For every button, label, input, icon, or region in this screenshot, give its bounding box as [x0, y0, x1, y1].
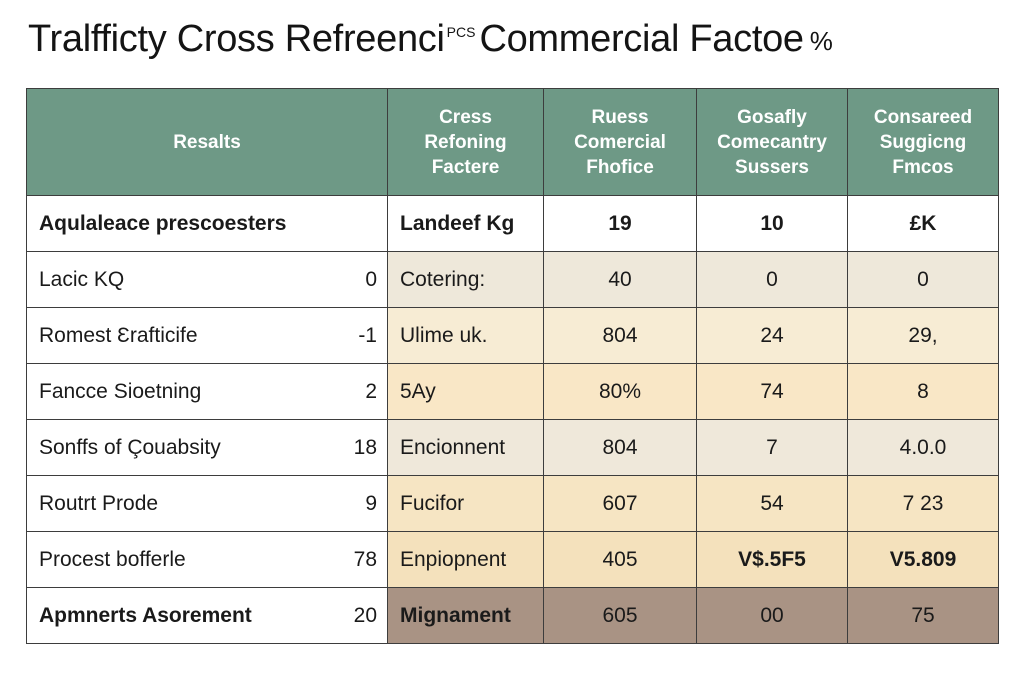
row-label-cell: Sonffs of Çouabsity 18: [26, 419, 388, 476]
title-superscript: PCS: [446, 24, 476, 40]
cross-reference-table: Resalts Cress Refoning Factere Ruess Com…: [26, 88, 999, 644]
header-line: Suggicng: [879, 131, 967, 153]
row-number: 2: [365, 379, 377, 403]
cell-comecantry: 54: [696, 475, 848, 532]
header-line: Gosafly: [737, 106, 807, 128]
cell-comecantry: 74: [696, 363, 848, 420]
cell-consareed: 8: [847, 363, 999, 420]
table-row: Apmnerts Asorement 20 Mignament 605 00 7…: [26, 587, 999, 644]
header-row: Resalts Cress Refoning Factere Ruess Com…: [26, 88, 999, 196]
cell-commercial: 40: [543, 251, 697, 308]
cell-cross: Mignament: [387, 587, 544, 644]
table-row: Romest Ɛrafticife -1 Ulime uk. 804 24 29…: [26, 307, 999, 364]
header-line: Consareed: [873, 106, 973, 128]
row-number: 0: [365, 267, 377, 291]
cell-consareed: 0: [847, 251, 999, 308]
row-label: Aqulaleace prescoesters: [39, 211, 287, 235]
cell-comecantry: 0: [696, 251, 848, 308]
row-label: Routrt Prode: [39, 491, 159, 515]
header-results: Resalts: [26, 88, 388, 196]
cell-consareed: 75: [847, 587, 999, 644]
row-number: 18: [353, 435, 377, 459]
table-row: Fancce Sioetning 2 5Ay 80% 74 8: [26, 363, 999, 420]
row-label-cell: Romest Ɛrafticife -1: [26, 307, 388, 364]
row-number: -1: [358, 323, 377, 347]
header-line: Fhofice: [586, 156, 654, 178]
row-label: Fancce Sioetning: [39, 379, 202, 403]
row-number: 9: [365, 491, 377, 515]
header-line: Refoning: [424, 131, 507, 153]
cell-commercial: 80%: [543, 363, 697, 420]
row-label: Romest Ɛrafticife: [39, 323, 198, 347]
cell-commercial: 804: [543, 307, 697, 364]
cell-commercial: 804: [543, 419, 697, 476]
row-label: Lacic KQ: [39, 267, 125, 291]
cell-consareed: £K: [847, 195, 999, 252]
cell-commercial: 19: [543, 195, 697, 252]
cell-consareed: 7 23: [847, 475, 999, 532]
cell-comecantry: 10: [696, 195, 848, 252]
row-label-cell: Apmnerts Asorement 20: [26, 587, 388, 644]
cell-comecantry: 00: [696, 587, 848, 644]
cell-consareed: V5.809: [847, 531, 999, 588]
header-line: Comercial: [574, 131, 666, 153]
row-label-cell: Lacic KQ 0: [26, 251, 388, 308]
table-row: Lacic KQ 0 Cotering: 40 0 0: [26, 251, 999, 308]
cell-comecantry: 7: [696, 419, 848, 476]
row-number: 20: [353, 603, 377, 627]
title-tail: Commercial Factoe: [479, 18, 804, 60]
table-row: Procest bofferle 78 Enpiopnent 405 V$.5F…: [26, 531, 999, 588]
cell-commercial: 605: [543, 587, 697, 644]
cell-comecantry: 24: [696, 307, 848, 364]
page-title: Tralfficty Cross Refreenci PCS Commercia…: [28, 18, 833, 61]
cell-comecantry: V$.5F5: [696, 531, 848, 588]
cell-cross: Cotering:: [387, 251, 544, 308]
header-line: Fmcos: [892, 156, 954, 178]
header-line: Resalts: [173, 131, 241, 153]
header-line: Comecantry: [717, 131, 827, 153]
cell-cross: Landeef Kg: [387, 195, 544, 252]
header-commercial: Ruess Comercial Fhofice: [543, 88, 697, 196]
table-row: Aqulaleace prescoesters Landeef Kg 19 10…: [26, 195, 999, 252]
cell-consareed: 4.0.0: [847, 419, 999, 476]
table-row: Sonffs of Çouabsity 18 Encionnent 804 7 …: [26, 419, 999, 476]
row-label: Sonffs of Çouabsity: [39, 435, 221, 459]
cell-cross: Encionnent: [387, 419, 544, 476]
cell-cross: Ulime uk.: [387, 307, 544, 364]
row-label-cell: Aqulaleace prescoesters: [26, 195, 388, 252]
cell-commercial: 405: [543, 531, 697, 588]
header-line: Sussers: [735, 156, 809, 178]
header-consareed: Consareed Suggicng Fmcos: [847, 88, 999, 196]
row-label: Apmnerts Asorement: [39, 603, 252, 627]
row-number: 78: [353, 547, 377, 571]
header-comecantry: Gosafly Comecantry Sussers: [696, 88, 848, 196]
title-suffix: %: [809, 26, 833, 56]
row-label-cell: Procest bofferle 78: [26, 531, 388, 588]
cell-cross: 5Ay: [387, 363, 544, 420]
cell-cross: Enpiopnent: [387, 531, 544, 588]
header-cross-refoning: Cress Refoning Factere: [387, 88, 544, 196]
row-label-cell: Fancce Sioetning 2: [26, 363, 388, 420]
table-row: Routrt Prode 9 Fucifor 607 54 7 23: [26, 475, 999, 532]
header-line: Ruess: [591, 106, 649, 128]
header-line: Factere: [431, 156, 500, 178]
cell-commercial: 607: [543, 475, 697, 532]
cell-consareed: 29,: [847, 307, 999, 364]
cell-cross: Fucifor: [387, 475, 544, 532]
title-main: Tralfficty Cross Refreenci: [28, 18, 445, 60]
header-line: Cress: [439, 106, 492, 128]
row-label: Procest bofferle: [39, 547, 186, 571]
row-label-cell: Routrt Prode 9: [26, 475, 388, 532]
